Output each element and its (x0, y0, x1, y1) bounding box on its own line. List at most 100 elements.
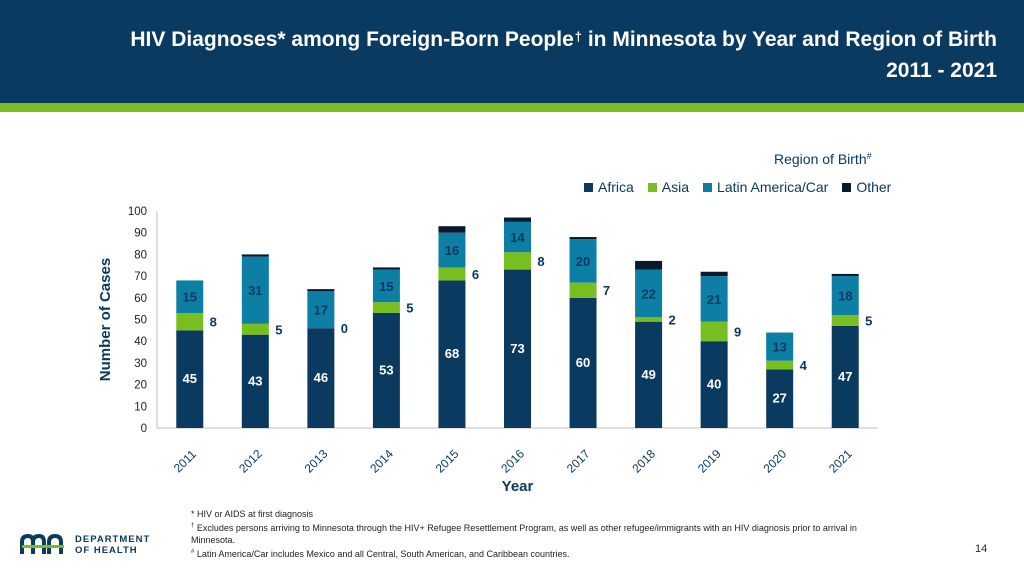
data-label-asia-2020: 4 (800, 358, 808, 373)
bar-africa-2012 (241, 334, 269, 428)
footnote-star: * HIV or AIDS at first diagnosis (191, 509, 314, 519)
mn-logo-icon (20, 534, 64, 554)
legend-title: Region of Birth# (774, 151, 872, 167)
bar-other-2018 (635, 260, 663, 270)
logo-line1: DEPARTMENT (75, 534, 151, 545)
legend-swatch-other (842, 182, 852, 192)
data-label-latin-america-2012: 31 (248, 283, 262, 298)
y-tick-label: 80 (134, 249, 147, 261)
y-tick-label: 50 (134, 315, 147, 327)
bar-other-2012 (241, 254, 269, 257)
bar-asia-2014 (372, 302, 400, 313)
page-title: HIV Diagnoses* among Foreign-Born People… (57, 24, 997, 86)
bar-asia-2021 (831, 315, 859, 327)
bar-africa-2015 (438, 280, 466, 428)
data-label-africa-2019: 40 (707, 377, 721, 392)
legend-swatch-africa (584, 182, 593, 192)
data-label-africa-2014: 53 (379, 362, 393, 377)
y-tick-label: 0 (141, 423, 147, 435)
data-label-latin-america-2018: 22 (641, 286, 655, 301)
bar-africa-2021 (831, 326, 859, 428)
data-label-africa-2018: 49 (641, 367, 655, 382)
logo-text: DEPARTMENT OF HEALTH (75, 534, 150, 556)
bar-africa-2016 (504, 269, 531, 428)
data-label-asia-2019: 9 (734, 324, 741, 339)
legend-item-asia: Asia (647, 179, 690, 195)
title-line1-prefix: HIV Diagnoses* among Foreign-Born People (130, 28, 574, 51)
header-accent-stripe (0, 103, 1024, 112)
bar-asia-2015 (438, 267, 466, 281)
legend: Africa Asia Latin America/Car Other (584, 179, 891, 195)
legend-label-other: Other (856, 179, 892, 195)
mdh-logo: DEPARTMENT OF HEALTH (20, 534, 150, 556)
y-tick-label: 70 (134, 271, 147, 283)
x-tick-label-2016: 2016 (498, 447, 527, 476)
bar-latin-america-car-2013 (307, 291, 335, 329)
bar-africa-2014 (372, 312, 400, 428)
bar-latin-america-car-2018 (635, 269, 663, 318)
data-label-asia-2018: 2 (668, 313, 675, 328)
legend-label-latin-america: Latin America/Car (717, 179, 829, 195)
x-tick-label-2014: 2014 (367, 447, 396, 476)
footnote-hash-text: Latin America/Car includes Mexico and al… (194, 549, 570, 559)
legend-swatch-asia (647, 182, 657, 192)
y-tick-label: 60 (134, 293, 147, 305)
title-dagger: † (574, 29, 582, 44)
bar-other-2015 (438, 226, 466, 233)
data-label-latin-america-2014: 15 (379, 279, 393, 294)
x-tick-label-2021: 2021 (826, 447, 855, 476)
data-label-asia-2014: 5 (406, 301, 413, 316)
legend-label-asia: Asia (661, 179, 690, 195)
y-tick-label: 40 (134, 336, 147, 348)
legend-item-africa: Africa (584, 179, 634, 195)
bar-asia-2017 (569, 282, 597, 298)
y-tick-label: 30 (134, 358, 147, 370)
bar-latin-america-car-2021 (831, 276, 859, 316)
bar-asia-2011 (176, 312, 204, 331)
data-label-asia-2011: 8 (210, 315, 217, 330)
y-axis-title: Number of Cases (97, 258, 114, 381)
footnote-dagger-cont: Minnesota. (191, 535, 236, 545)
x-tick-label-2018: 2018 (629, 447, 658, 476)
data-label-latin-america-2020: 13 (772, 340, 786, 355)
x-tick-label-2020: 2020 (760, 447, 789, 476)
data-label-africa-2013: 46 (314, 370, 328, 385)
y-tick-label: 100 (128, 206, 147, 218)
bar-asia-2019 (700, 321, 728, 342)
data-label-asia-2015: 6 (472, 267, 479, 282)
data-label-africa-2011: 45 (183, 371, 197, 386)
data-label-latin-america-2021: 18 (838, 289, 852, 304)
data-label-africa-2020: 27 (772, 391, 786, 406)
data-label-asia-2013: 0 (341, 321, 348, 336)
footnote-dagger-mark: † (191, 523, 195, 529)
x-tick-label-2019: 2019 (695, 447, 724, 476)
bar-africa-2011 (176, 330, 204, 428)
header-bar (0, 0, 1024, 103)
y-tick-label: 90 (134, 228, 147, 240)
y-tick-label: 20 (134, 380, 147, 392)
bar-latin-america-car-2017 (569, 239, 597, 283)
footnote-hash: # Latin America/Car includes Mexico and … (191, 546, 951, 560)
page-number: 14 (975, 543, 988, 555)
data-label-asia-2012: 5 (275, 322, 282, 337)
bar-latin-america-car-2012 (241, 256, 269, 324)
legend-item-latin-america: Latin America/Car (703, 179, 828, 195)
bar-asia-2018 (635, 317, 663, 322)
x-tick-label-2011: 2011 (171, 447, 199, 475)
y-tick-label: 10 (134, 401, 147, 413)
bar-other-2019 (700, 271, 728, 277)
logo-line2: OF HEALTH (75, 545, 138, 556)
legend-title-text: Region of Birth (774, 151, 867, 167)
x-tick-label-2013: 2013 (302, 447, 331, 476)
data-label-latin-america-2015: 16 (445, 243, 459, 258)
bar-asia-2020 (766, 360, 794, 370)
x-tick-label-2015: 2015 (433, 447, 462, 476)
footnote-dagger: † Excludes persons arriving to Minnesota… (191, 520, 951, 534)
data-label-asia-2021: 5 (865, 314, 872, 329)
data-label-africa-2012: 43 (248, 373, 262, 388)
legend-title-mark: # (866, 151, 872, 161)
bar-latin-america-car-2019 (700, 276, 728, 322)
data-label-latin-america-2019: 21 (707, 292, 721, 307)
bar-africa-2019 (700, 341, 728, 428)
